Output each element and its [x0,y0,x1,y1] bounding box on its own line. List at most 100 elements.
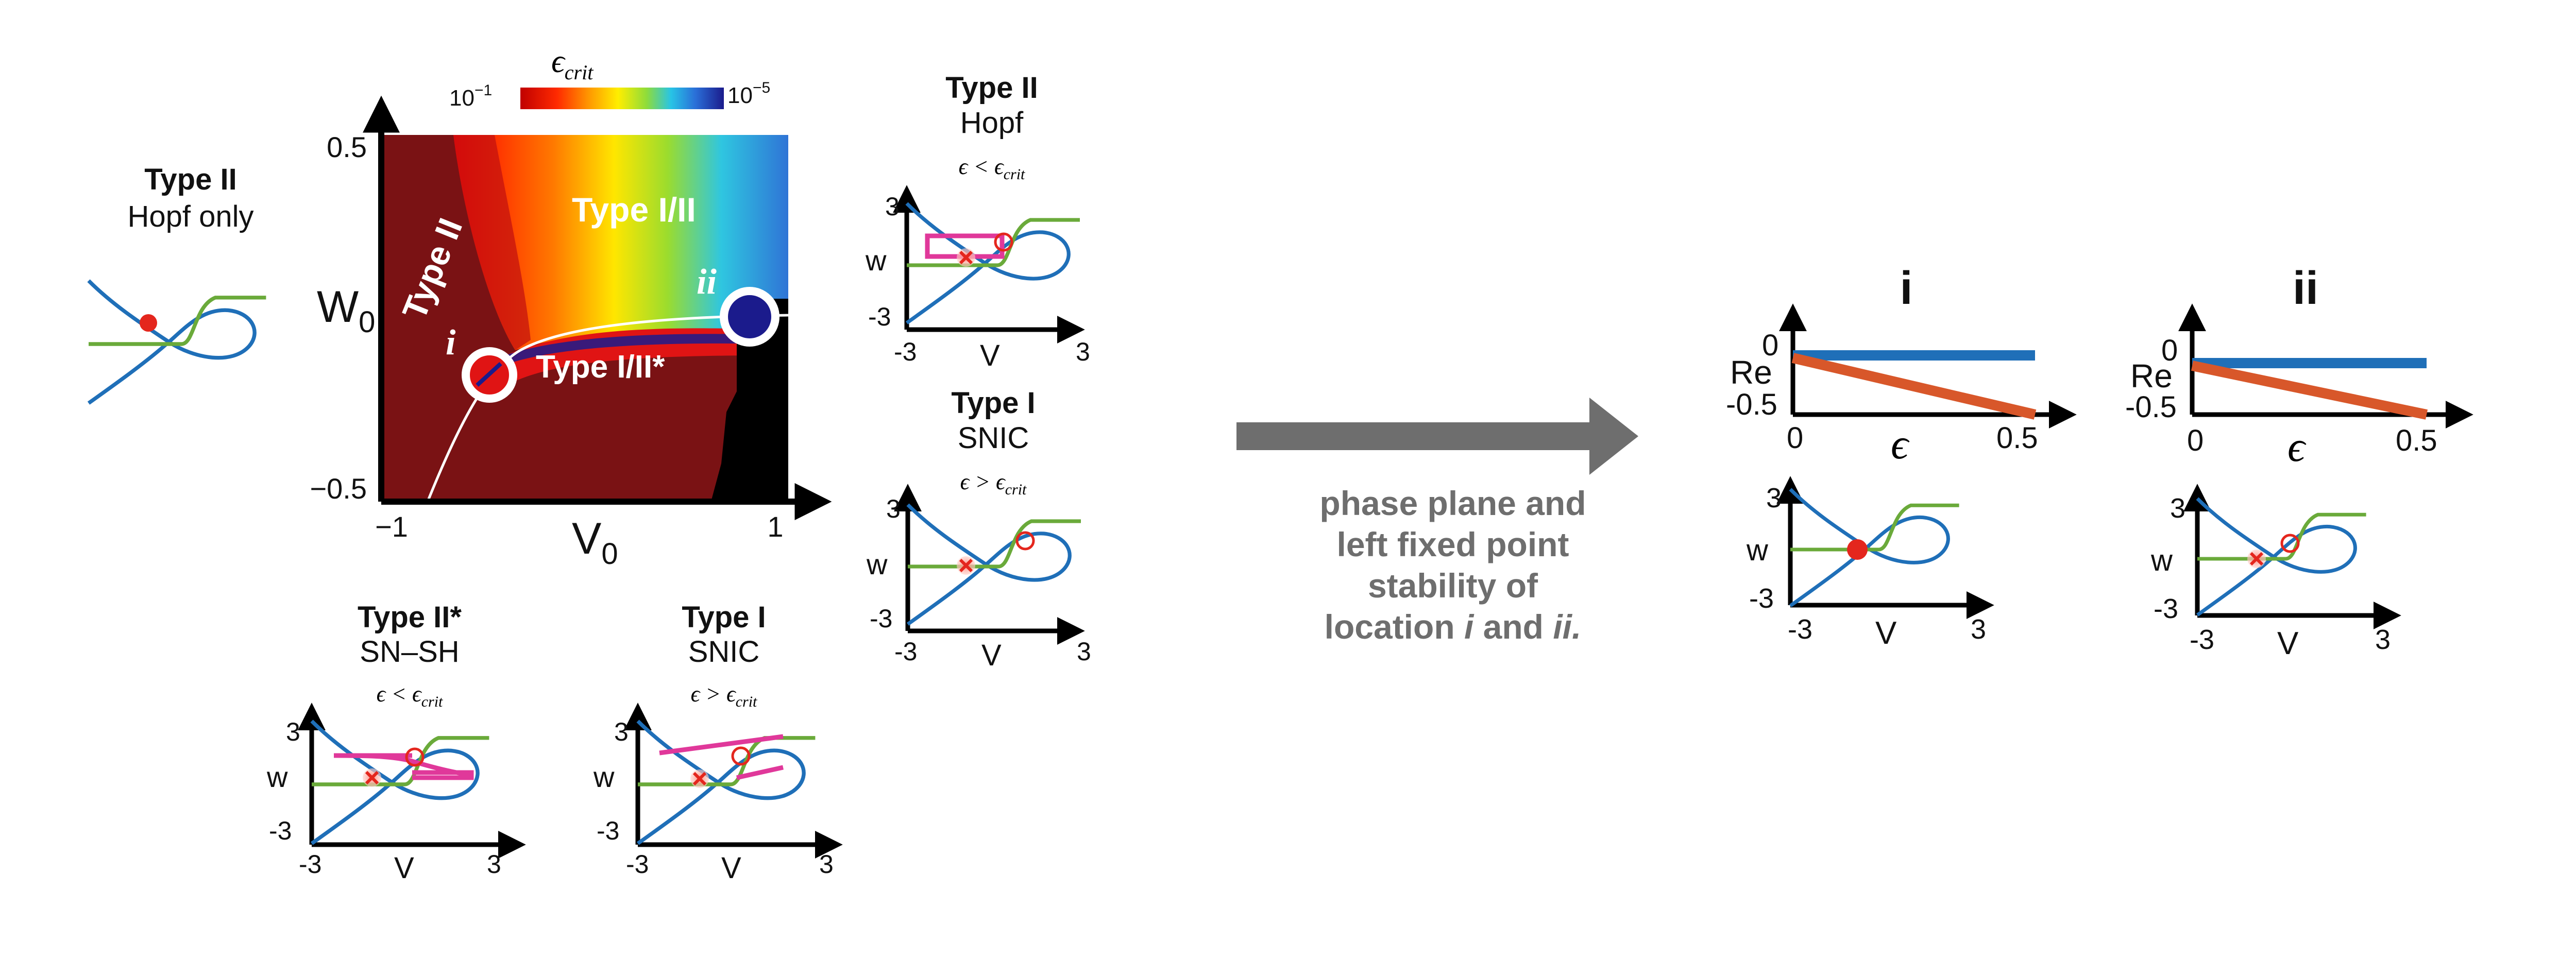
stability-ii-x-label: ϵ [2287,423,2307,471]
stability-i-x-left: 0 [1787,421,1803,455]
snic-bottom-y-mid: w [593,761,615,793]
phase-plane-snic-bottom [624,702,843,859]
stability-i-y-bottom: -0.5 [1726,388,1777,421]
snic-right-x-mid: V [981,639,1002,672]
hopf-x-mid: V [980,339,1000,372]
stability-ii-x-left: 0 [2187,424,2204,457]
stability-ii-plot [2178,303,2473,428]
snic-bottom-x-left: -3 [626,850,649,879]
stability-i-x-right: 0.5 [1996,421,2038,455]
panel-snic-bottom-title: Type I [682,601,766,634]
phase-ii-x-left: -3 [2190,624,2214,655]
snic-right-y-mid: w [866,548,888,580]
panel-hopf-only-title: Type II [144,163,236,196]
panel-hopf-only: Type II Hopf only [89,163,266,403]
heatmap-type12-region [453,135,788,350]
snic-bottom-y-bottom: -3 [597,816,619,845]
panel-snsh-condition: ϵ < ϵcrit [377,681,443,710]
panel-snsh-title: Type II* [358,601,462,634]
panel-hopf-title: Type II [945,71,1038,105]
panel-snic-right: Type I SNIC ϵ > ϵcrit 3 w -3 -3 V 3 [866,386,1091,672]
region-label-type12star: Type I/II* [536,349,665,385]
snic-bottom-x-right: 3 [819,850,834,879]
phase-plane-hopf [893,185,1085,344]
panel-hopf-condition: ϵ < ϵcrit [959,154,1025,183]
arrow-caption: phase plane and left fixed point stabili… [1319,484,1586,646]
stability-ii-y-top: 0 [2161,334,2178,367]
colorbar-left-label: 10−1 [449,82,492,111]
phase-i-y-bottom: -3 [1749,583,1774,614]
transition-arrow [1236,398,1638,475]
panel-snic-right-title: Type I [951,386,1035,420]
panel-hopf-only-subtitle: Hopf only [127,200,253,233]
heatmap-x-tick-right: 1 [767,510,783,543]
heatmap-boundary-curve [426,314,788,502]
snsh-x-mid: V [394,851,414,885]
colorbar-title: ϵcrit [551,43,594,84]
snsh-x-right: 3 [487,850,501,879]
colorbar: ϵcrit 10−1 10−5 [449,43,770,111]
phase-plane-hopf-only [89,281,266,403]
stability-ii-y-bottom: -0.5 [2125,390,2177,424]
snsh-y-bottom: -3 [269,816,292,845]
fixed-point-stable [1847,539,1868,560]
hopf-y-bottom: -3 [868,302,891,331]
caption-line-1: phase plane and [1319,484,1586,522]
snic-right-x-left: -3 [894,637,917,666]
heatmap-y-tick-top: 0.5 [327,131,367,163]
phase-ii-y-mid: w [2150,544,2173,577]
eigenvalue-line-orange [1791,353,2037,420]
phase-i-x-mid: V [1875,615,1897,651]
phase-plane-ii [2183,484,2401,629]
panel-snic-bottom-subtitle: SNIC [688,635,760,669]
stability-ii-y-label: Re [2130,357,2173,395]
heatmap-y-tick-bottom: −0.5 [310,472,367,505]
phase-plane-snsh [298,702,526,859]
heatmap: 0.5 −0.5 −1 1 V0 W0 Type II Type I/II Ty… [310,95,832,571]
phase-ii-y-top: 3 [2170,493,2185,524]
marker-i-label: i [446,323,456,363]
phase-ii-y-bottom: -3 [2154,593,2178,624]
snsh-x-left: -3 [299,850,321,879]
stability-ii-x-right: 0.5 [2396,424,2437,457]
phase-ii-x-mid: V [2277,626,2299,661]
panel-snic-right-subtitle: SNIC [958,421,1029,455]
panel-hopf: Type II Hopf ϵ < ϵcrit 3 w -3 -3 V 3 [865,71,1090,372]
phase-ii-x-right: 3 [2375,624,2391,655]
caption-line-3: stability of [1368,567,1538,605]
phase-plane-snic-right [894,484,1085,645]
heatmap-undefined-region [711,299,788,502]
stability-i-y-label: Re [1730,354,1772,391]
snic-right-y-bottom: -3 [870,604,892,633]
panel-snsh-subtitle: SN–SH [360,635,459,669]
colorbar-gradient [520,88,724,109]
stability-ii-title: ii [2293,263,2318,314]
caption-line-4: location i and ii. [1325,608,1582,646]
panel-hopf-subtitle: Hopf [960,106,1024,140]
snsh-y-top: 3 [286,717,300,746]
phase-i-x-right: 3 [1971,614,1986,645]
arrow-head [1589,398,1638,475]
snic-bottom-y-top: 3 [614,717,629,746]
snic-right-y-top: 3 [886,494,901,523]
fixed-point-stable [140,314,157,332]
snic-right-x-right: 3 [1077,637,1091,666]
heatmap-x-tick-left: −1 [375,510,408,543]
stability-i-plot [1779,303,2077,428]
panel-snic-bottom: Type I SNIC ϵ > ϵcrit 3 w -3 -3 V 3 [593,601,843,885]
hopf-y-mid: w [865,244,887,277]
snsh-y-mid: w [266,761,288,793]
panel-snsh: Type II* SN–SH ϵ < ϵcrit 3 w -3 -3 V 3 [266,601,526,885]
colorbar-right-label: 10−5 [727,79,770,108]
hopf-y-top: 3 [885,192,900,221]
panel-snic-right-condition: ϵ > ϵcrit [960,469,1027,498]
stability-panel-ii: ii 0 Re -0.5 0 ϵ 0.5 3 w -3 -3 V 3 [2125,263,2473,661]
phase-plane-i [1776,476,1994,619]
arrow-shaft [1236,422,1592,450]
eigenvalue-line-orange [2191,361,2428,420]
stability-i-x-label: ϵ [1891,420,1910,468]
stability-i-y-top: 0 [1762,329,1778,362]
phase-i-y-top: 3 [1766,483,1782,513]
panel-snic-bottom-condition: ϵ > ϵcrit [691,681,757,710]
